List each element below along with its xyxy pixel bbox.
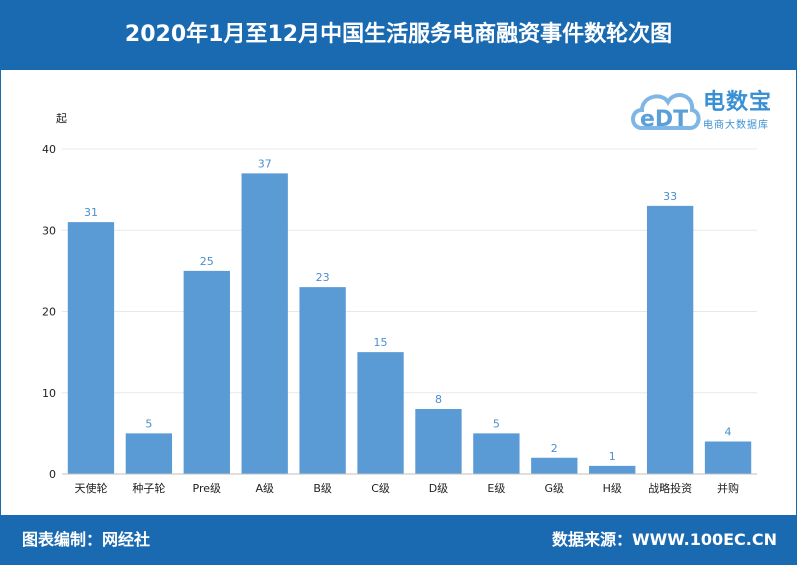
y-tick-label: 0	[49, 468, 56, 481]
bar	[357, 352, 404, 474]
x-tick-label: D级	[429, 482, 448, 495]
x-tick-label: H级	[603, 482, 622, 495]
footer-source: 数据来源：WWW.100EC.CN	[551, 530, 777, 549]
value-label: 37	[258, 157, 272, 170]
bar	[531, 457, 578, 474]
x-tick-label: Pre级	[193, 482, 222, 495]
logo-name: 电数宝	[703, 90, 773, 115]
x-tick-label: 并购	[717, 481, 739, 495]
bar	[704, 441, 752, 474]
value-label: 15	[374, 336, 388, 349]
bar	[67, 222, 115, 474]
value-label: 33	[663, 190, 677, 203]
x-tick-label: G级	[545, 482, 565, 495]
footer-banner: 图表编制：网经社 数据来源：WWW.100EC.CN	[0, 515, 797, 565]
value-label: 2	[551, 442, 558, 455]
y-tick-label: 40	[42, 143, 56, 156]
value-label: 8	[435, 393, 442, 406]
edt-logo: eDT 电数宝 电商大数据库	[628, 78, 788, 138]
value-label: 4	[725, 426, 732, 439]
cloud-logo-icon: eDT	[631, 93, 701, 132]
x-tick-label: 战略投资	[648, 481, 692, 495]
bar	[473, 433, 520, 474]
chart-title: 2020年1月至12月中国生活服务电商融资事件数轮次图	[124, 22, 673, 47]
x-tick-label: B级	[313, 482, 332, 495]
x-tick-label: A级	[255, 482, 274, 495]
footer-credit: 图表编制：网经社	[22, 530, 151, 549]
y-axis-ticks: 0 10 20 30 40	[42, 143, 56, 481]
bar	[415, 409, 462, 474]
bar	[589, 465, 636, 474]
gridlines	[62, 148, 757, 394]
bar	[183, 270, 230, 474]
value-label: 25	[200, 255, 214, 268]
x-tick-label: 天使轮	[74, 481, 107, 495]
value-label: 23	[316, 271, 330, 284]
x-tick-label: E级	[487, 482, 505, 495]
value-labels: 31 5 25 37 23 15 8 5 2 1 33 4	[84, 157, 732, 463]
value-label: 31	[84, 206, 98, 219]
x-tick-label: 种子轮	[132, 481, 165, 495]
y-tick-label: 20	[42, 306, 56, 319]
chart-title-banner: 2020年1月至12月中国生活服务电商融资事件数轮次图	[0, 0, 797, 70]
bar	[125, 433, 173, 474]
y-tick-label: 10	[42, 387, 56, 400]
y-tick-label: 30	[42, 224, 56, 237]
value-label: 5	[145, 417, 152, 430]
value-label: 1	[609, 450, 616, 463]
x-axis-ticks: 天使轮 种子轮 Pre级 A级 B级 C级 D级 E级 G级 H级 战略投资 并购	[74, 481, 739, 495]
bars	[67, 173, 752, 474]
value-label: 5	[493, 417, 500, 430]
bar	[241, 173, 288, 474]
bar	[299, 287, 346, 474]
x-tick-label: C级	[371, 482, 390, 495]
logo-mark: eDT	[640, 107, 688, 132]
bar	[646, 205, 694, 474]
y-axis-unit-label: 起	[56, 112, 67, 125]
logo-subtitle: 电商大数据库	[703, 120, 769, 131]
